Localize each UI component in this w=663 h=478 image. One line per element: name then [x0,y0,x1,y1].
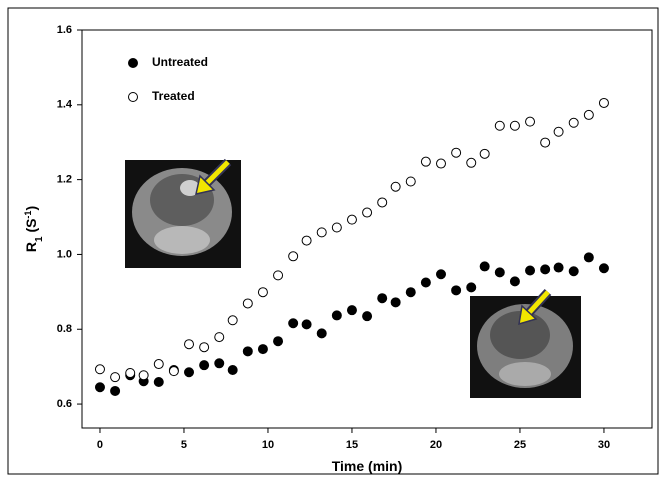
point [553,262,564,273]
point [540,264,551,275]
point [110,372,121,383]
point [583,109,594,120]
point [257,287,268,298]
point [540,137,551,148]
point [214,358,225,369]
point [138,370,149,381]
point [301,319,312,330]
point [479,261,490,272]
point [525,265,536,276]
point [273,270,284,281]
point [168,366,179,377]
point [227,315,238,326]
point [405,176,416,187]
x-tick-label: 20 [430,439,442,451]
mri-inset [125,158,241,268]
point [214,332,225,343]
point [288,318,299,329]
point [451,285,462,296]
x-tick-label: 10 [262,439,274,451]
point [227,365,238,376]
point [390,297,401,308]
x-axis-label: Time (min) [332,458,403,474]
point [257,344,268,355]
mri-inset [470,288,581,398]
y-tick-label: 0.6 [57,398,72,410]
y-tick-label: 1.4 [57,99,73,111]
point [94,364,105,375]
y-label-part: R [23,242,39,252]
frame [7,7,659,475]
legend-label: Untreated [152,55,208,69]
point [94,382,105,393]
legend-marker [128,92,138,102]
y-label-part: ) [23,206,39,211]
point [331,310,342,321]
point [390,181,401,192]
legend-marker [128,58,138,68]
y-tick-label: 1.0 [57,248,72,260]
point [405,287,416,298]
point [466,282,477,293]
point [377,293,388,304]
point [509,276,520,287]
point [153,376,164,387]
point [466,157,477,168]
point [316,328,327,339]
point [362,311,373,322]
y-tick-label: 1.2 [57,174,72,186]
point [509,120,520,131]
point [110,385,121,396]
point [199,342,210,353]
point [420,277,431,288]
point [377,197,388,208]
point [479,148,490,159]
legend-label: Treated [152,89,195,103]
point [346,305,357,316]
point [184,367,195,378]
point [273,336,284,347]
y-label-part: -1 [23,211,33,219]
point [288,251,299,262]
y-tick-label: 1.6 [57,24,72,36]
point [242,298,253,309]
y-label-part: (S [23,219,39,237]
point [494,267,505,278]
point [331,222,342,233]
point [598,263,609,274]
point [362,207,373,218]
point [436,269,447,280]
point [242,346,253,357]
point [125,368,136,379]
point [525,116,536,127]
point [153,359,164,370]
x-tick-label: 0 [97,439,103,451]
point [598,97,609,108]
point [451,147,462,158]
point [553,126,564,137]
point [301,235,312,246]
x-tick-label: 25 [514,439,526,451]
point [346,214,357,225]
x-tick-label: 30 [598,439,610,451]
point [184,339,195,350]
x-tick-label: 5 [181,439,187,451]
plot-area [81,29,653,429]
point [568,266,579,277]
point [583,252,594,263]
point [568,117,579,128]
point [494,120,505,131]
point [420,156,431,167]
point [316,227,327,238]
y-tick-label: 0.8 [57,323,72,335]
point [436,158,447,169]
point [199,360,210,371]
y-label-part: 1 [34,236,45,242]
y-axis-label: R1 (S-1) [23,206,45,252]
x-tick-label: 15 [346,439,358,451]
